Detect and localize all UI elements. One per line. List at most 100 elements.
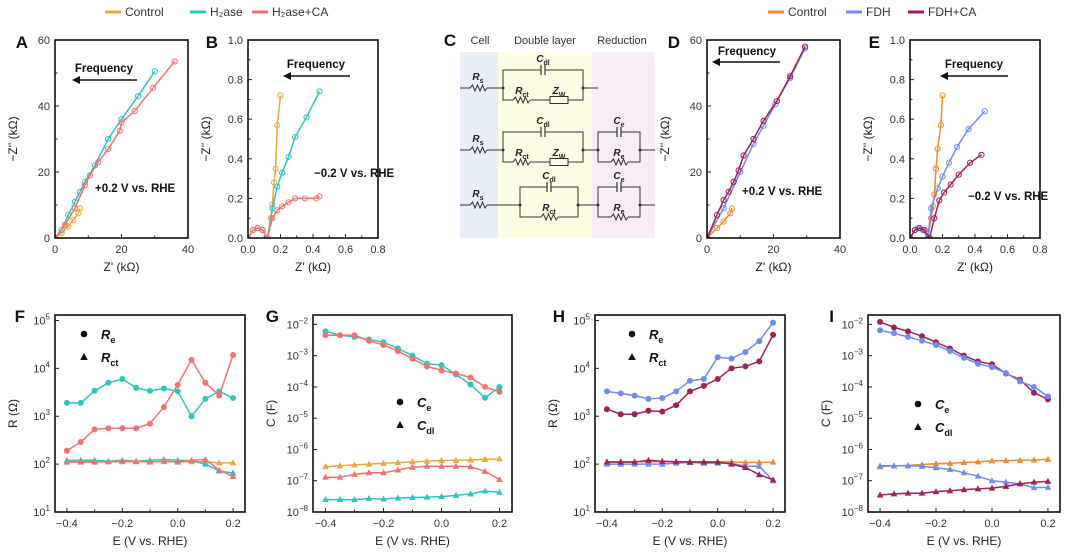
panel-label: F bbox=[15, 307, 25, 326]
wire bbox=[502, 150, 513, 163]
data-point bbox=[617, 458, 625, 465]
y-axis-label: R (Ω) bbox=[546, 399, 560, 428]
data-point bbox=[932, 165, 940, 172]
y-tick-exponent: 1 bbox=[46, 504, 51, 513]
component-label-rs: Rs bbox=[472, 134, 483, 147]
data-point bbox=[147, 420, 153, 427]
component-label-rct: Rct bbox=[542, 203, 556, 216]
data-point bbox=[482, 383, 489, 390]
series-fdh-ca-rct bbox=[603, 456, 777, 483]
data-point bbox=[336, 332, 343, 339]
resistor-rs bbox=[469, 83, 488, 93]
y-tick-label: 10−4 bbox=[287, 379, 309, 394]
y-axis-label: R (Ω) bbox=[6, 399, 20, 428]
wire bbox=[502, 88, 513, 101]
x-tick-label: 0.2 bbox=[935, 244, 950, 256]
legend-main: C bbox=[417, 395, 427, 410]
legend-main: C bbox=[417, 418, 427, 433]
series-h-ase-ca-cdl bbox=[322, 462, 503, 482]
data-point bbox=[961, 354, 967, 361]
legend-main: R bbox=[649, 350, 659, 365]
series-control-cdl bbox=[322, 455, 503, 470]
data-point bbox=[770, 331, 777, 338]
data-point bbox=[974, 360, 981, 367]
data-point bbox=[645, 407, 652, 414]
y-tick-exponent: 2 bbox=[46, 456, 51, 465]
legend-main: R bbox=[101, 327, 111, 342]
y-tick-exponent: −2 bbox=[299, 316, 309, 325]
data-point bbox=[438, 457, 445, 464]
junction-node bbox=[596, 203, 600, 207]
data-point bbox=[116, 127, 123, 134]
data-point bbox=[91, 426, 98, 433]
component-symbol: R bbox=[613, 148, 621, 159]
data-point bbox=[482, 394, 489, 401]
legend-sub: dl bbox=[944, 428, 952, 438]
data-point bbox=[714, 354, 721, 361]
data-point bbox=[467, 490, 474, 497]
series-h-ase-ca-re bbox=[63, 351, 237, 454]
data-point bbox=[787, 73, 794, 80]
data-point bbox=[773, 97, 780, 105]
data-point bbox=[728, 365, 735, 372]
series-fdh-ce bbox=[877, 327, 1051, 400]
x-tick-label: 0.0 bbox=[240, 244, 255, 256]
component-label-zw: ZW bbox=[552, 86, 566, 99]
y-tick-label: 10−8 bbox=[842, 504, 864, 519]
y-tick-label: 103 bbox=[573, 408, 590, 423]
series-h-ase-ca bbox=[55, 58, 178, 238]
data-point bbox=[713, 225, 721, 232]
y-tick-exponent: −4 bbox=[854, 379, 864, 388]
data-point bbox=[174, 388, 181, 395]
data-point bbox=[645, 460, 652, 467]
data-point bbox=[481, 455, 489, 462]
data-point bbox=[933, 341, 940, 348]
legend-item: Cdl bbox=[396, 418, 434, 436]
y-tick-label: 10−6 bbox=[842, 441, 864, 456]
component-symbol: C bbox=[536, 116, 544, 127]
component-label-ce: Ce bbox=[613, 171, 624, 184]
y-tick-base: 10 bbox=[573, 315, 585, 327]
y-tick-label: 10−7 bbox=[287, 473, 309, 488]
data-point bbox=[119, 375, 126, 382]
y-tick-base: 10 bbox=[287, 351, 299, 363]
data-point bbox=[452, 462, 460, 469]
data-point bbox=[336, 462, 344, 469]
y-tick-base: 10 bbox=[33, 411, 45, 423]
legend-item: Rct bbox=[80, 350, 118, 368]
arrow-head-icon bbox=[72, 76, 80, 84]
data-point bbox=[725, 188, 732, 195]
plot-frame bbox=[54, 314, 246, 513]
data-point bbox=[730, 178, 737, 185]
data-point bbox=[1002, 482, 1010, 489]
series-fdh-ca-cdl bbox=[876, 477, 1052, 498]
data-point bbox=[160, 457, 168, 464]
data-point bbox=[202, 395, 209, 402]
component-label-rct: Rct bbox=[515, 86, 529, 99]
y-axis-label: −Z'' (kΩ) bbox=[861, 116, 875, 161]
component-label-rs: Rs bbox=[472, 72, 483, 85]
x-tick-label: 0.8 bbox=[1032, 244, 1047, 256]
x-tick-label: −0.2 bbox=[373, 518, 395, 530]
y-tick-label: 40 bbox=[690, 101, 702, 113]
component-symbol: R bbox=[542, 203, 550, 214]
data-point bbox=[91, 387, 98, 394]
data-point bbox=[928, 205, 935, 212]
data-point bbox=[132, 457, 140, 464]
legend-label: H₂ase+CA bbox=[272, 5, 328, 19]
data-point bbox=[202, 455, 209, 462]
data-point bbox=[905, 333, 912, 340]
y-tick-label: 10−2 bbox=[842, 316, 864, 331]
data-point bbox=[453, 370, 460, 377]
x-tick-label: −0.4 bbox=[56, 518, 78, 530]
data-point bbox=[149, 84, 157, 91]
wire bbox=[545, 69, 584, 88]
data-point bbox=[728, 355, 735, 362]
x-axis-label: Z' (kΩ) bbox=[957, 260, 993, 274]
legend-label: Re bbox=[649, 327, 663, 345]
data-point bbox=[770, 319, 777, 326]
x-axis-label: Z' (kΩ) bbox=[104, 260, 140, 274]
y-tick-label: 0.2 bbox=[890, 193, 905, 205]
